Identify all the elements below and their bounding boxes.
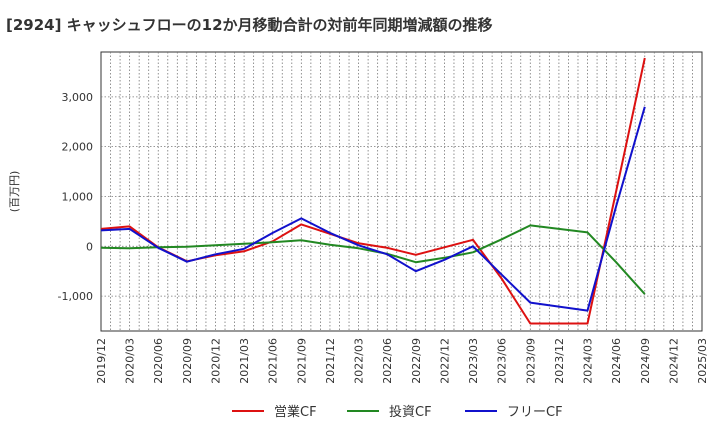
x-tick-label: 2021/12 — [324, 338, 337, 384]
y-tick-label: 2,000 — [62, 141, 94, 154]
y-tick-label: 3,000 — [62, 91, 94, 104]
x-tick-label: 2021/06 — [267, 338, 280, 384]
y-tick-label: 1,000 — [62, 190, 94, 203]
x-tick-label: 2024/06 — [610, 338, 623, 384]
legend-label: 営業CF — [274, 404, 317, 420]
x-tick-label: 2023/09 — [524, 338, 537, 384]
x-tick-label: 2020/03 — [124, 338, 137, 384]
y-axis-label: (百万円) — [8, 171, 21, 213]
x-tick-label: 2021/03 — [238, 338, 251, 384]
x-tick-label: 2023/06 — [496, 338, 509, 384]
x-tick-label: 2019/12 — [95, 338, 108, 384]
y-tick-label: -1,000 — [58, 290, 93, 303]
x-tick-label: 2025/03 — [696, 338, 709, 384]
chart-title: [2924] キャッシュフローの12か月移動合計の対前年同期増減額の推移 — [6, 16, 493, 34]
legend-label: フリーCF — [507, 405, 563, 420]
x-tick-label: 2024/12 — [667, 338, 680, 384]
plot-area — [100, 51, 703, 332]
x-tick-label: 2022/12 — [438, 338, 451, 384]
y-tick-label: 0 — [86, 240, 93, 253]
series-line — [100, 106, 646, 312]
series-line — [100, 224, 646, 295]
x-tick-label: 2021/09 — [295, 338, 308, 384]
x-tick-label: 2024/09 — [639, 338, 652, 384]
x-tick-label: 2020/06 — [152, 338, 165, 384]
x-tick-label: 2023/12 — [553, 338, 566, 384]
x-tick-label: 2024/03 — [582, 338, 595, 384]
legend-label: 投資CF — [389, 404, 432, 420]
x-tick-label: 2022/06 — [381, 338, 394, 384]
x-tick-label: 2022/03 — [353, 338, 366, 384]
x-tick-label: 2020/09 — [181, 338, 194, 384]
x-tick-label: 2023/03 — [467, 338, 480, 384]
x-tick-label: 2022/09 — [410, 338, 423, 384]
x-tick-label: 2020/12 — [209, 338, 222, 384]
